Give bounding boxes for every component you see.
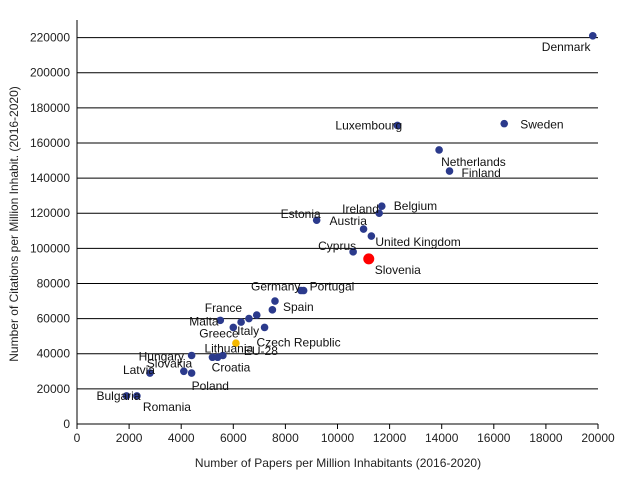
x-axis-title: Number of Papers per Million Inhabitants… xyxy=(195,456,481,470)
point-label: Austria xyxy=(330,214,368,228)
point-label: Greece xyxy=(199,326,239,340)
x-tick-label: 2000 xyxy=(116,431,143,445)
data-point xyxy=(237,318,245,326)
data-point xyxy=(271,297,279,305)
data-point xyxy=(180,367,188,376)
data-point xyxy=(219,351,227,360)
x-tick-label: 18000 xyxy=(529,431,563,445)
y-tick-label: 220000 xyxy=(30,31,70,45)
point-label: Portugal xyxy=(310,280,355,294)
y-tick-label: 200000 xyxy=(30,66,70,80)
point-label: Luxembourg xyxy=(335,118,402,132)
data-point xyxy=(445,167,454,175)
y-axis-title: Number of Citations per Million Inhabit.… xyxy=(7,86,21,361)
data-point xyxy=(363,253,375,265)
point-label: France xyxy=(205,301,243,315)
point-label: Malta xyxy=(189,314,219,328)
point-label: Latvia xyxy=(123,363,155,377)
point-label: Estonia xyxy=(281,207,321,221)
data-point xyxy=(359,225,368,233)
point-label: Bulgaria xyxy=(96,389,140,403)
x-tick-label: 6000 xyxy=(220,431,247,445)
point-label: Czech Republic xyxy=(257,335,341,349)
y-tick-label: 100000 xyxy=(30,241,70,255)
x-tick-label: 8000 xyxy=(272,431,299,445)
point-label: Slovakia xyxy=(147,356,193,370)
data-point xyxy=(232,339,240,348)
point-label: Croatia xyxy=(212,360,251,374)
x-tick-label: 12000 xyxy=(373,431,407,445)
data-point xyxy=(393,121,402,130)
y-tick-label: 40000 xyxy=(37,347,71,361)
data-point xyxy=(245,314,253,323)
point-label: Netherlands xyxy=(441,155,506,169)
y-tick-label: 80000 xyxy=(37,276,71,290)
x-tick-label: 16000 xyxy=(477,431,511,445)
data-point xyxy=(216,316,225,325)
point-label: EU-28 xyxy=(244,344,278,358)
data-point xyxy=(208,353,217,362)
x-tick-label: 10000 xyxy=(321,431,355,445)
y-tick-label: 180000 xyxy=(30,101,70,115)
point-label: Spain xyxy=(283,300,314,314)
data-point xyxy=(122,392,131,400)
data-point xyxy=(349,248,357,256)
point-label: Germany xyxy=(251,280,300,294)
point-label: Sweden xyxy=(520,118,563,132)
point-label: Denmark xyxy=(542,40,592,54)
y-tick-label: 140000 xyxy=(30,171,70,185)
point-label: Ireland xyxy=(342,202,379,216)
x-tick-label: 20000 xyxy=(581,431,615,445)
x-tick-label: 4000 xyxy=(168,431,195,445)
axis-layer: 0200004000060000800001000001200001400001… xyxy=(30,20,615,445)
y-tick-label: 120000 xyxy=(30,206,70,220)
point-label: Hungary xyxy=(139,349,184,363)
point-label: Slovenia xyxy=(375,263,421,277)
data-point xyxy=(252,311,261,319)
point-layer xyxy=(122,32,597,400)
data-point xyxy=(229,323,238,332)
point-label: Belgium xyxy=(394,199,437,213)
grid-layer xyxy=(77,37,598,390)
point-label: Lithuania xyxy=(204,341,253,355)
point-label: United Kingdom xyxy=(375,235,460,249)
data-point xyxy=(133,392,141,400)
data-point xyxy=(146,369,154,377)
point-label: Finland xyxy=(462,166,501,180)
y-tick-label: 20000 xyxy=(37,382,71,396)
data-point xyxy=(187,369,196,377)
x-tick-label: 0 xyxy=(74,431,81,445)
point-label: Italy xyxy=(237,324,259,338)
data-point xyxy=(588,32,597,40)
y-tick-label: 60000 xyxy=(37,312,71,326)
point-label: Romania xyxy=(143,400,191,414)
data-point xyxy=(367,232,376,240)
point-label: Cyprus xyxy=(318,239,356,253)
data-point xyxy=(377,202,386,210)
data-point xyxy=(299,286,308,295)
y-tick-label: 160000 xyxy=(30,136,70,150)
data-point xyxy=(260,323,269,332)
data-point xyxy=(375,209,383,218)
y-tick-label: 0 xyxy=(63,417,70,431)
point-label: Poland xyxy=(192,379,229,393)
data-point xyxy=(500,119,509,128)
data-point xyxy=(435,146,443,154)
x-tick-label: 14000 xyxy=(425,431,459,445)
data-point xyxy=(312,216,321,225)
label-layer: Denmark Sweden Luxembourg NetherlandsFinlan… xyxy=(96,40,591,414)
data-point xyxy=(268,306,277,314)
data-point xyxy=(187,351,196,360)
